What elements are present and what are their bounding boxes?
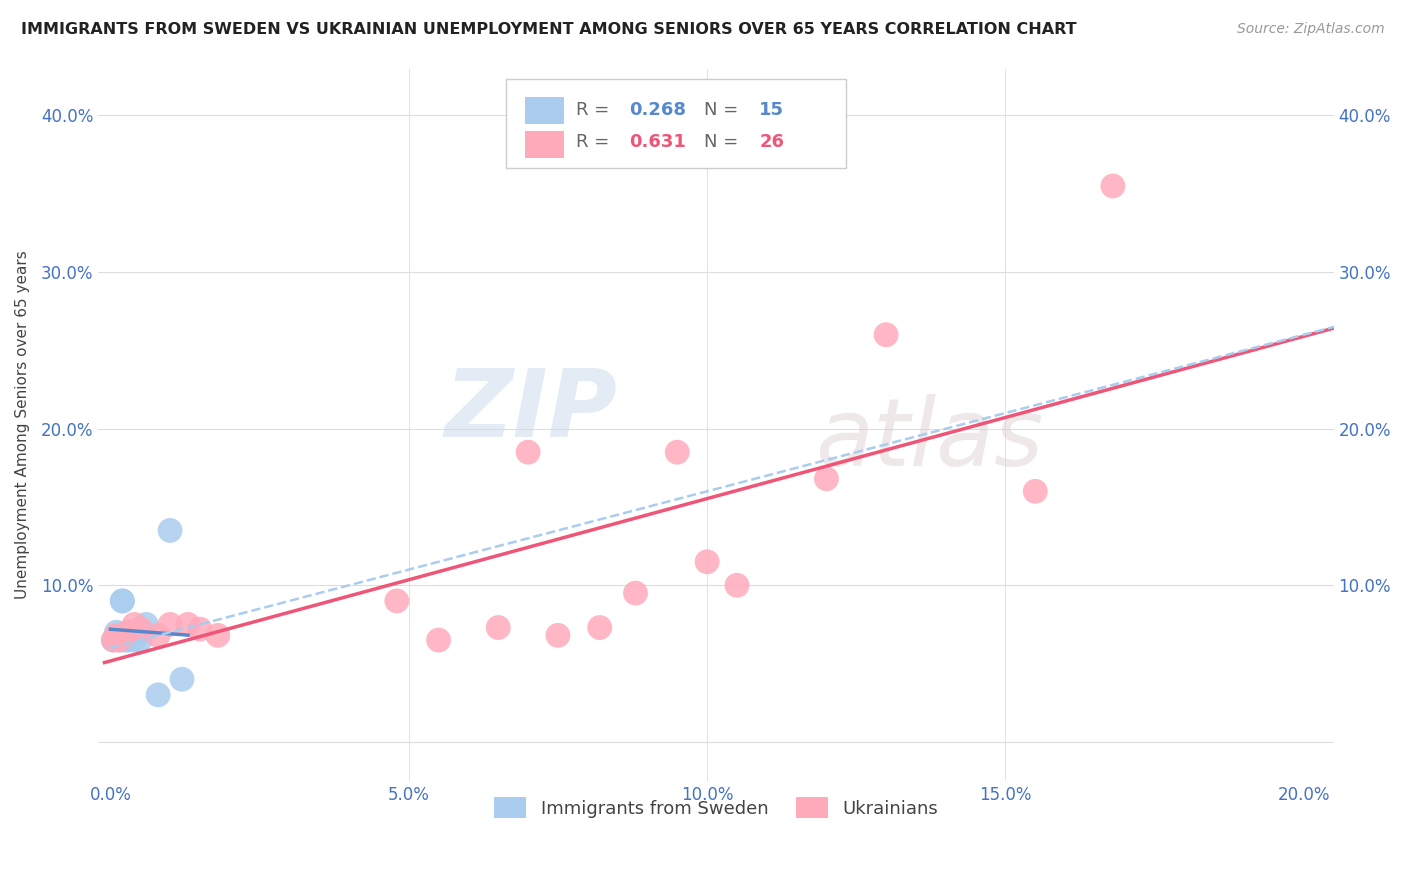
Point bbox=[111, 628, 134, 642]
Text: Source: ZipAtlas.com: Source: ZipAtlas.com bbox=[1237, 22, 1385, 37]
Point bbox=[117, 625, 139, 640]
Point bbox=[108, 633, 131, 648]
Text: 15: 15 bbox=[759, 101, 785, 119]
Point bbox=[666, 445, 689, 459]
Text: atlas: atlas bbox=[815, 393, 1043, 484]
Point bbox=[124, 617, 146, 632]
Point bbox=[1102, 178, 1125, 193]
Point bbox=[159, 617, 181, 632]
Legend: Immigrants from Sweden, Ukrainians: Immigrants from Sweden, Ukrainians bbox=[486, 790, 945, 825]
FancyBboxPatch shape bbox=[506, 79, 846, 169]
Point bbox=[124, 633, 146, 648]
Text: 0.631: 0.631 bbox=[630, 133, 686, 151]
Point bbox=[129, 633, 152, 648]
Text: ZIP: ZIP bbox=[444, 365, 617, 457]
Text: N =: N = bbox=[704, 101, 744, 119]
Point bbox=[111, 594, 134, 608]
Point bbox=[725, 578, 748, 592]
Point bbox=[696, 555, 718, 569]
Point bbox=[547, 628, 569, 642]
Text: IMMIGRANTS FROM SWEDEN VS UKRAINIAN UNEMPLOYMENT AMONG SENIORS OVER 65 YEARS COR: IMMIGRANTS FROM SWEDEN VS UKRAINIAN UNEM… bbox=[21, 22, 1077, 37]
Point bbox=[103, 633, 125, 648]
Point bbox=[146, 688, 169, 702]
Point bbox=[117, 625, 139, 640]
Point bbox=[146, 628, 169, 642]
Point bbox=[111, 594, 134, 608]
Text: R =: R = bbox=[576, 101, 616, 119]
Text: N =: N = bbox=[704, 133, 744, 151]
Point bbox=[129, 622, 152, 636]
Point bbox=[624, 586, 647, 600]
Point bbox=[385, 594, 408, 608]
Point bbox=[170, 672, 193, 686]
Bar bbox=[524, 130, 564, 158]
Point bbox=[159, 524, 181, 538]
Point bbox=[129, 625, 152, 640]
Point bbox=[1024, 484, 1046, 499]
Y-axis label: Unemployment Among Seniors over 65 years: Unemployment Among Seniors over 65 years bbox=[15, 251, 30, 599]
Text: 26: 26 bbox=[759, 133, 785, 151]
Point bbox=[103, 633, 125, 648]
Point bbox=[427, 633, 450, 648]
Point bbox=[135, 617, 157, 632]
Point bbox=[517, 445, 540, 459]
Point bbox=[117, 633, 139, 648]
Point bbox=[108, 633, 131, 648]
Point bbox=[875, 327, 897, 342]
Point bbox=[177, 617, 200, 632]
Point bbox=[486, 621, 509, 635]
Text: R =: R = bbox=[576, 133, 616, 151]
Bar bbox=[524, 97, 564, 124]
Point bbox=[815, 472, 838, 486]
Point bbox=[105, 628, 128, 642]
Text: 0.268: 0.268 bbox=[630, 101, 686, 119]
Point bbox=[207, 628, 229, 642]
Point bbox=[105, 625, 128, 640]
Point bbox=[188, 622, 211, 636]
Point bbox=[589, 621, 612, 635]
Point bbox=[114, 633, 136, 648]
